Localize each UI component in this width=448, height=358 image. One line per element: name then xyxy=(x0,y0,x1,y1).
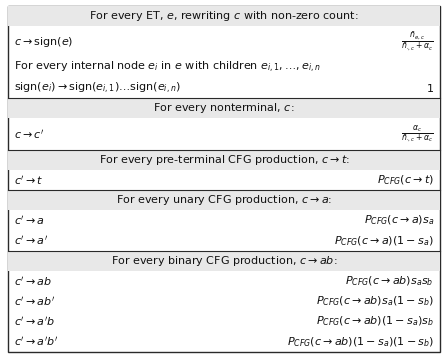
Text: For every binary CFG production, $c \rightarrow ab$:: For every binary CFG production, $c \rig… xyxy=(111,254,337,268)
Text: $c' \rightarrow a'$: $c' \rightarrow a'$ xyxy=(14,234,48,247)
Text: $P_{CFG}(c \rightarrow a)s_a$: $P_{CFG}(c \rightarrow a)s_a$ xyxy=(364,214,434,227)
Text: For every unary CFG production, $c \rightarrow a$:: For every unary CFG production, $c \righ… xyxy=(116,193,332,207)
Text: $P_{CFG}(c \rightarrow ab)(1 - s_a)(1 - s_b)$: $P_{CFG}(c \rightarrow ab)(1 - s_a)(1 - … xyxy=(287,335,434,349)
Text: $c' \rightarrow ab'$: $c' \rightarrow ab'$ xyxy=(14,295,56,308)
Text: For every ET, $e$, rewriting $c$ with non-zero count:: For every ET, $e$, rewriting $c$ with no… xyxy=(89,9,359,23)
Text: $P_{CFG}(c \rightarrow ab)(1 - s_a)s_b$: $P_{CFG}(c \rightarrow ab)(1 - s_a)s_b$ xyxy=(316,315,434,329)
Bar xyxy=(8,251,440,271)
Text: $P_{CFG}(c \rightarrow t)$: $P_{CFG}(c \rightarrow t)$ xyxy=(377,173,434,187)
Text: $1$: $1$ xyxy=(426,82,434,94)
Text: $c' \rightarrow a'b'$: $c' \rightarrow a'b'$ xyxy=(14,335,58,348)
Bar xyxy=(8,190,440,211)
Text: For every nonterminal, $c$:: For every nonterminal, $c$: xyxy=(153,101,295,115)
Text: $P_{CFG}(c \rightarrow a)(1 - s_a)$: $P_{CFG}(c \rightarrow a)(1 - s_a)$ xyxy=(334,234,434,248)
Text: For every pre-terminal CFG production, $c \rightarrow t$:: For every pre-terminal CFG production, $… xyxy=(99,153,349,167)
Text: $c' \rightarrow t$: $c' \rightarrow t$ xyxy=(14,174,43,187)
Bar xyxy=(8,98,440,118)
Text: $\mathrm{sign}(e_i) \rightarrow \mathrm{sign}(e_{i,1})\ldots\mathrm{sign}(e_{i,n: $\mathrm{sign}(e_i) \rightarrow \mathrm{… xyxy=(14,81,181,96)
Text: $c \rightarrow \mathrm{sign}(e)$: $c \rightarrow \mathrm{sign}(e)$ xyxy=(14,35,73,49)
Text: For every internal node $e_i$ in $e$ with children $e_{i,1},\ldots,e_{i,n}$: For every internal node $e_i$ in $e$ wit… xyxy=(14,60,321,75)
Text: $\frac{\alpha_c}{\bar{n}_{\cdot,c}+\alpha_c}$: $\frac{\alpha_c}{\bar{n}_{\cdot,c}+\alph… xyxy=(401,123,434,145)
Text: $P_{CFG}(c \rightarrow ab)s_a(1 - s_b)$: $P_{CFG}(c \rightarrow ab)s_a(1 - s_b)$ xyxy=(316,295,434,308)
Text: $c \rightarrow c'$: $c \rightarrow c'$ xyxy=(14,127,44,141)
Text: $P_{CFG}(c \rightarrow ab)s_a s_b$: $P_{CFG}(c \rightarrow ab)s_a s_b$ xyxy=(345,275,434,288)
Text: $c' \rightarrow a'b$: $c' \rightarrow a'b$ xyxy=(14,315,55,328)
Text: $\frac{\bar{n}_{e,c}}{\bar{n}_{\cdot,c}+\alpha_c}$: $\frac{\bar{n}_{e,c}}{\bar{n}_{\cdot,c}+… xyxy=(401,31,434,53)
Bar xyxy=(8,150,440,170)
Bar xyxy=(8,6,440,26)
Text: $c' \rightarrow ab$: $c' \rightarrow ab$ xyxy=(14,275,52,288)
Text: $c' \rightarrow a$: $c' \rightarrow a$ xyxy=(14,214,45,227)
